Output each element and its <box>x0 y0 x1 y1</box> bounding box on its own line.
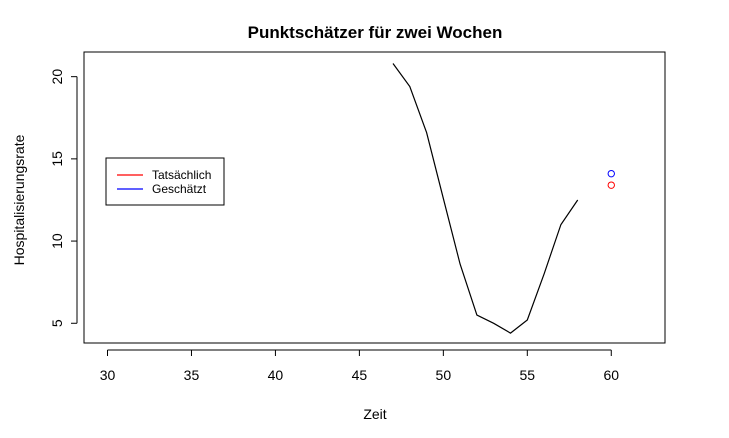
legend-box <box>105 157 225 206</box>
legend-label: Geschätzt <box>152 182 207 196</box>
tats-chlich-point <box>607 181 615 189</box>
chart-title: Punktschätzer für zwei Wochen <box>248 23 503 42</box>
x-tick-label: 50 <box>436 367 452 383</box>
x-tick-label: 30 <box>100 367 116 383</box>
plot-area <box>83 51 666 344</box>
x-axis: 30 35 40 45 50 55 60 <box>100 349 619 383</box>
series-line <box>392 63 579 334</box>
x-tick-label: 40 <box>268 367 284 383</box>
x-tick-label: 45 <box>352 367 368 383</box>
legend-label: Tatsächlich <box>152 168 211 182</box>
x-tick-label: 55 <box>520 367 536 383</box>
x-axis-label: Zeit <box>363 406 386 422</box>
y-tick-label: 20 <box>49 69 65 85</box>
y-axis: 5 10 15 20 <box>49 69 78 327</box>
gesch-tzt-point <box>607 169 615 178</box>
series-layer <box>392 63 615 334</box>
x-tick-label: 60 <box>603 367 619 383</box>
y-tick-label: 5 <box>49 319 65 327</box>
y-tick-label: 15 <box>49 151 65 167</box>
y-axis-label: Hospitalisierungsrate <box>11 134 27 265</box>
y-tick-label: 10 <box>49 233 65 249</box>
x-tick-label: 35 <box>184 367 200 383</box>
